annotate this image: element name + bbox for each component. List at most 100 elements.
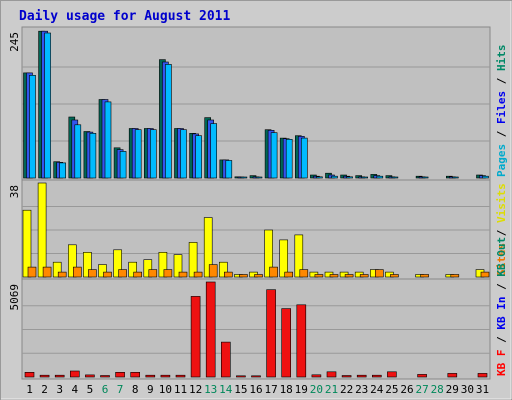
bar-pages-day-14 xyxy=(225,160,233,179)
legend-label: / xyxy=(495,277,508,297)
bar-visits-day-2 xyxy=(37,182,47,278)
bar-sites-day-25 xyxy=(390,274,399,278)
legend-label: Sites xyxy=(495,243,508,276)
x-tick-label-day-29: 29 xyxy=(446,383,459,396)
bar-pages-day-10 xyxy=(165,64,172,179)
legend-label: KB Out xyxy=(495,237,508,277)
bar-pages-day-6 xyxy=(104,101,112,179)
bar-sites-day-9 xyxy=(148,269,158,278)
bar-kb-f-day-16 xyxy=(251,375,261,378)
bar-sites-day-5 xyxy=(88,269,97,278)
bar-kb-f-day-20 xyxy=(311,374,322,378)
bar-sites-day-17 xyxy=(269,266,278,278)
bar-pages-day-13 xyxy=(210,123,217,179)
panel-middle-legend: Sites / Visits xyxy=(495,183,508,276)
bar-visits-day-11 xyxy=(173,254,183,278)
bar-pages-day-7 xyxy=(119,151,127,179)
legend-label: Visits xyxy=(495,183,508,223)
x-tick-label-day-11: 11 xyxy=(174,383,187,396)
bar-sites-day-2 xyxy=(42,266,52,278)
bar-pages-day-24 xyxy=(376,175,384,179)
bar-kb-f-day-17 xyxy=(266,289,276,378)
bar-kb-f-day-12 xyxy=(190,296,201,378)
bar-sites-day-6 xyxy=(103,271,112,278)
bar-kb-f-day-11 xyxy=(175,374,186,378)
x-tick-label-day-5: 5 xyxy=(87,383,94,396)
bar-sites-day-31 xyxy=(480,271,490,278)
bar-kb-f-day-21 xyxy=(326,371,337,378)
x-tick-label-day-9: 9 xyxy=(147,383,154,396)
bar-sites-day-13 xyxy=(208,264,218,278)
bar-visits-day-1 xyxy=(22,209,32,278)
bar-sites-day-21 xyxy=(329,274,339,278)
x-tick-label-day-23: 23 xyxy=(355,383,368,396)
bar-pages-day-16 xyxy=(255,176,263,179)
bar-kb-f-day-24 xyxy=(371,374,382,378)
bar-sites-day-19 xyxy=(299,269,309,278)
bar-visits-day-7 xyxy=(113,249,122,278)
panel-middle-ymax-label: 38 xyxy=(8,185,21,198)
legend-label: Pages xyxy=(495,144,508,177)
bar-kb-f-day-15 xyxy=(236,375,246,378)
bar-pages-day-4 xyxy=(74,124,82,179)
x-tick-label-day-21: 21 xyxy=(325,383,338,396)
bar-pages-day-22 xyxy=(346,176,353,179)
bar-visits-day-12 xyxy=(188,242,198,278)
bar-sites-day-20 xyxy=(314,274,324,278)
chart-panels xyxy=(21,26,491,380)
x-tick-label-day-26: 26 xyxy=(400,383,413,396)
x-tick-label-day-30: 30 xyxy=(461,383,474,396)
bar-kb-f-day-22 xyxy=(341,375,352,378)
legend-label: KB In xyxy=(495,297,508,330)
x-tick-label-day-19: 19 xyxy=(295,383,308,396)
bar-pages-day-1 xyxy=(29,75,36,179)
bar-sites-day-3 xyxy=(57,271,67,278)
x-tick-label-day-1: 1 xyxy=(26,383,33,396)
panel-bottom-legend: KB F / KB In / KB Out xyxy=(495,237,508,376)
bar-sites-day-24 xyxy=(374,269,384,278)
x-tick-label-day-8: 8 xyxy=(132,383,139,396)
bar-kb-f-day-5 xyxy=(85,374,95,378)
x-tick-label-day-28: 28 xyxy=(431,383,444,396)
bar-visits-day-18 xyxy=(279,239,289,278)
bar-kb-f-day-19 xyxy=(296,304,307,378)
bar-kb-f-day-9 xyxy=(145,374,156,378)
x-tick-label-day-4: 4 xyxy=(71,383,78,396)
bar-pages-day-3 xyxy=(59,162,67,179)
bar-visits-day-9 xyxy=(143,259,153,278)
x-tick-label-day-2: 2 xyxy=(41,383,48,396)
bar-pages-day-20 xyxy=(316,176,323,179)
bar-sites-day-27 xyxy=(420,274,429,278)
bar-kb-f-day-27 xyxy=(417,374,427,378)
bar-sites-day-15 xyxy=(239,274,248,278)
bar-kb-f-day-18 xyxy=(281,308,292,378)
bar-pages-day-31 xyxy=(482,175,489,179)
bar-kb-f-day-8 xyxy=(130,371,140,378)
bar-visits-day-6 xyxy=(98,264,107,278)
x-tick-label-day-18: 18 xyxy=(280,383,293,396)
legend-label: Hits xyxy=(495,45,508,72)
bar-pages-day-2 xyxy=(44,32,51,179)
bar-sites-day-18 xyxy=(284,271,294,278)
legend-label: Files xyxy=(495,91,508,124)
x-tick-label-day-15: 15 xyxy=(234,383,247,396)
bar-pages-day-11 xyxy=(180,129,187,179)
x-tick-label-day-22: 22 xyxy=(340,383,353,396)
bar-kb-f-day-3 xyxy=(54,374,65,378)
x-tick-label-day-24: 24 xyxy=(370,383,384,396)
bar-pages-day-19 xyxy=(300,137,308,179)
bar-kb-f-day-31 xyxy=(477,373,488,378)
bar-sites-day-10 xyxy=(163,269,173,278)
bar-kb-f-day-23 xyxy=(356,374,367,378)
bar-kb-f-day-14 xyxy=(221,341,231,378)
bar-pages-day-29 xyxy=(451,176,459,179)
x-tick-label-day-3: 3 xyxy=(56,383,63,396)
bar-pages-day-5 xyxy=(89,133,97,179)
bar-pages-day-18 xyxy=(285,139,293,179)
bar-sites-day-23 xyxy=(359,274,369,278)
panel-bottom-ymax-label: 5069 xyxy=(8,284,21,311)
bar-visits-day-4 xyxy=(68,244,77,278)
x-tick-label-day-27: 27 xyxy=(415,383,428,396)
x-tick-label-day-20: 20 xyxy=(310,383,323,396)
